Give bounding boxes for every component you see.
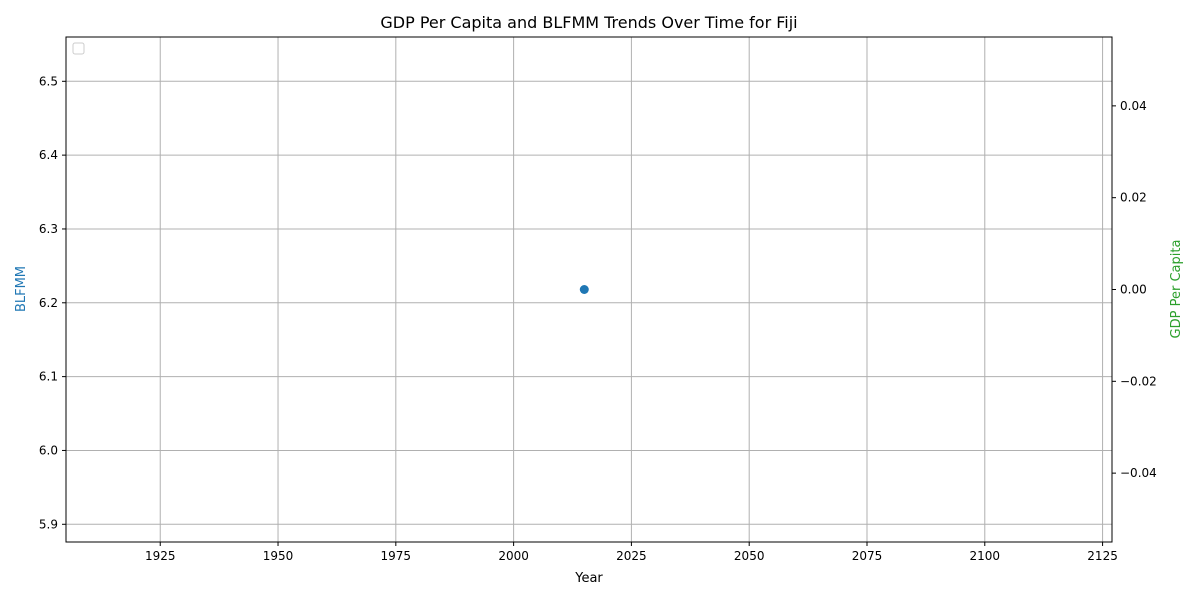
left-tick-label: 6.2 (39, 296, 58, 310)
x-tick-label: 2125 (1087, 549, 1118, 563)
right-tick-label: 0.04 (1120, 99, 1147, 113)
left-tick-label: 6.3 (39, 222, 58, 236)
right-tick-label: 0.00 (1120, 283, 1147, 297)
data-point (579, 285, 589, 294)
x-tick-label: 2025 (616, 549, 647, 563)
left-tick-label: 6.0 (39, 443, 58, 457)
data-points (579, 285, 589, 294)
grid-lines (66, 37, 1112, 542)
x-tick-label: 1925 (145, 549, 176, 563)
x-tick-label: 2000 (498, 549, 529, 563)
right-axis-label: GDP Per Capita (1169, 240, 1184, 339)
left-tick-label: 6.1 (39, 370, 58, 384)
right-tick-label: −0.02 (1120, 374, 1157, 388)
x-tick-label: 1975 (381, 549, 412, 563)
left-axis-label: BLFMM (14, 266, 29, 312)
x-tick-label: 2050 (734, 549, 765, 563)
x-tick-label: 2075 (852, 549, 883, 563)
x-axis-label: Year (574, 571, 603, 586)
right-tick-label: −0.04 (1120, 466, 1157, 480)
left-tick-label: 6.4 (39, 148, 58, 162)
left-tick-label: 6.5 (39, 74, 58, 88)
x-tick-label: 1950 (263, 549, 294, 563)
tick-marks: 1925 1950 1975 2000 2025 2050 2075 2100 2125 5.9 6… (39, 74, 1157, 563)
right-tick-label: 0.02 (1120, 191, 1147, 205)
chart-title: GDP Per Capita and BLFMM Trends Over Tim… (380, 13, 797, 32)
legend-box (72, 42, 85, 55)
x-tick-label: 2100 (970, 549, 1001, 563)
left-tick-label: 5.9 (39, 517, 58, 531)
